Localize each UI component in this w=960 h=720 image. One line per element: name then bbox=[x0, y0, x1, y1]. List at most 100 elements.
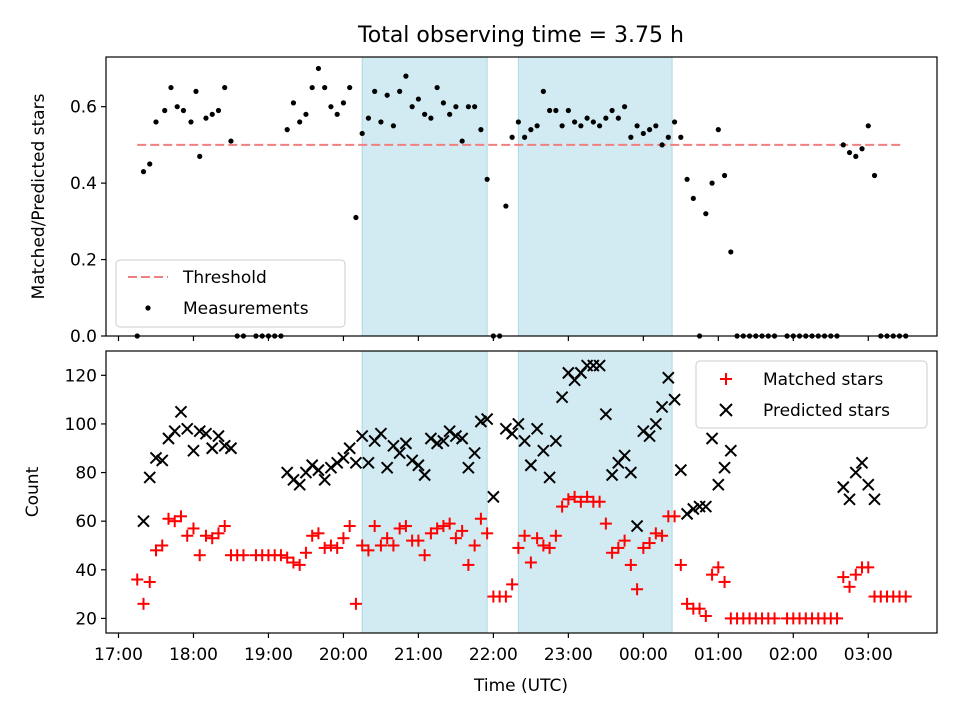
measurement-point bbox=[846, 149, 853, 156]
top-y-tick-label: 0.4 bbox=[70, 174, 97, 194]
predicted-star-point bbox=[518, 434, 531, 448]
measurement-point bbox=[472, 104, 478, 110]
predicted-star-point bbox=[143, 471, 156, 484]
measurement-point bbox=[671, 119, 678, 125]
matched-star-point bbox=[312, 527, 325, 540]
measurement-point bbox=[715, 127, 721, 133]
matched-star-point bbox=[531, 532, 544, 545]
predicted-star-point bbox=[855, 456, 869, 470]
matched-star-point bbox=[637, 541, 650, 554]
matched-star-point bbox=[668, 510, 681, 523]
measurement-point bbox=[597, 123, 603, 129]
predicted-star-point bbox=[674, 463, 688, 477]
predicted-star-point bbox=[605, 468, 619, 482]
matched-star-point bbox=[674, 558, 687, 571]
matched-star-point bbox=[549, 529, 562, 542]
predicted-star-point bbox=[543, 471, 556, 484]
measurement-point bbox=[334, 111, 340, 117]
predicted-star-point bbox=[487, 490, 500, 504]
x-tick-label: 01:00 bbox=[694, 645, 743, 665]
matched-star-point bbox=[193, 549, 206, 562]
measurement-point bbox=[565, 107, 571, 114]
legend-predicted-label: Predicted stars bbox=[763, 401, 890, 421]
matched-star-point bbox=[449, 532, 462, 545]
measurement-point bbox=[646, 127, 653, 133]
matched-star-point bbox=[343, 520, 356, 533]
matched-star-point bbox=[649, 527, 662, 540]
measurement-point bbox=[578, 123, 584, 129]
measurement-point bbox=[222, 84, 228, 91]
matched-star-point bbox=[618, 534, 631, 547]
predicted-star-point bbox=[168, 425, 181, 438]
measurement-point bbox=[678, 134, 684, 140]
top-y-tick-label: 0.2 bbox=[70, 251, 97, 271]
measurement-point bbox=[397, 88, 403, 94]
predicted-star-point bbox=[699, 500, 713, 513]
measurement-point bbox=[840, 142, 846, 148]
predicted-star-point bbox=[362, 456, 375, 470]
measurement-point bbox=[634, 123, 640, 129]
measurement-point bbox=[409, 104, 415, 110]
top-y-tick-label: 0.0 bbox=[70, 327, 97, 347]
predicted-star-point bbox=[593, 359, 606, 372]
matched-star-point bbox=[281, 551, 294, 564]
measurement-point bbox=[390, 123, 397, 129]
measurement-point bbox=[690, 195, 696, 202]
matched-star-point bbox=[431, 522, 444, 535]
legend-matched-label: Matched stars bbox=[763, 370, 883, 390]
observing-window-2 bbox=[517, 56, 673, 337]
matched-star-point bbox=[593, 495, 606, 508]
predicted-star-point bbox=[555, 390, 569, 404]
predicted-star-point bbox=[462, 461, 475, 474]
matched-star-point bbox=[518, 529, 531, 542]
bottom-y-tick-label: 60 bbox=[75, 512, 97, 532]
predicted-star-point bbox=[530, 422, 544, 436]
measurement-point bbox=[553, 107, 559, 114]
matched-star-point bbox=[474, 512, 487, 525]
legend-predicted-swatch bbox=[719, 403, 733, 417]
matched-star-point bbox=[718, 575, 731, 588]
measurement-point bbox=[503, 203, 509, 209]
matched-star-point bbox=[237, 549, 250, 562]
predicted-star-point bbox=[293, 478, 306, 491]
matched-star-point bbox=[681, 597, 694, 610]
x-tick-label: 20:00 bbox=[319, 645, 368, 665]
legend-measurements-label: Measurements bbox=[183, 299, 309, 319]
measurement-point bbox=[193, 88, 199, 94]
predicted-star-point bbox=[624, 466, 638, 479]
matched-star-point bbox=[831, 612, 844, 625]
matched-star-point bbox=[168, 515, 181, 528]
predicted-star-point bbox=[718, 461, 731, 474]
measurement-point bbox=[203, 115, 209, 121]
measurement-point bbox=[522, 134, 528, 140]
top-y-axis-label: Matched/Predicted stars bbox=[29, 93, 49, 299]
matched-star-point bbox=[606, 546, 619, 559]
matched-star-point bbox=[381, 532, 394, 545]
measurement-point bbox=[534, 123, 540, 129]
predicted-star-point bbox=[837, 480, 850, 494]
predicted-star-point bbox=[480, 412, 494, 426]
measurement-point bbox=[359, 130, 365, 137]
predicted-star-point bbox=[343, 442, 356, 455]
matched-star-point bbox=[293, 558, 306, 571]
measurement-point bbox=[709, 180, 715, 186]
measurement-point bbox=[609, 107, 615, 114]
predicted-star-point bbox=[206, 442, 219, 455]
measurement-point bbox=[590, 119, 596, 125]
predicted-star-point bbox=[724, 444, 738, 457]
measurement-point bbox=[540, 88, 546, 94]
predicted-star-point bbox=[649, 417, 663, 431]
matched-star-point bbox=[162, 512, 175, 525]
measurement-point bbox=[528, 127, 534, 133]
matched-star-point bbox=[837, 571, 850, 584]
predicted-star-point bbox=[455, 432, 469, 445]
measurement-point bbox=[665, 134, 671, 140]
measurement-point bbox=[453, 104, 459, 110]
bottom-y-tick-label: 120 bbox=[65, 366, 97, 386]
legend-threshold-label: Threshold bbox=[182, 268, 267, 288]
top-legend-box bbox=[115, 259, 346, 328]
predicted-star-point bbox=[599, 407, 613, 421]
matched-star-point bbox=[418, 549, 431, 562]
matched-star-point bbox=[537, 539, 550, 552]
